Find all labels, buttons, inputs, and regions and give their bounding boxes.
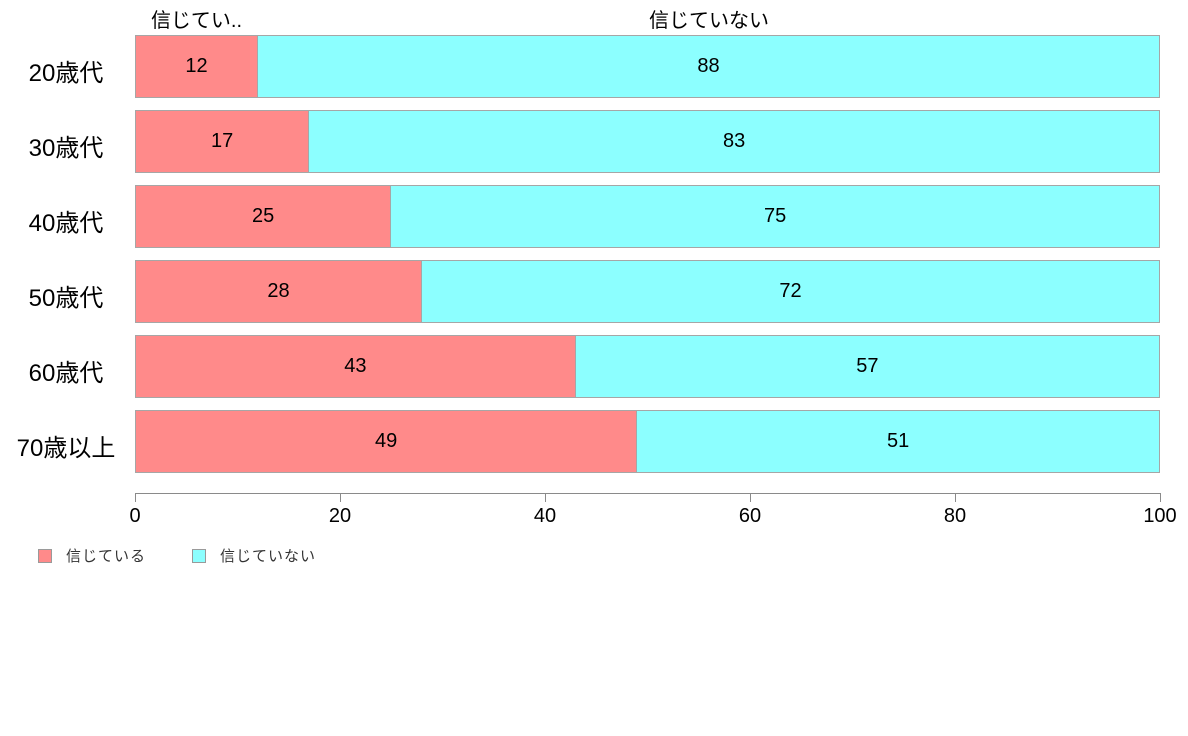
x-axis-tick: [545, 493, 546, 502]
x-axis-line: [135, 493, 1161, 494]
bar-value-label: 28: [267, 280, 290, 302]
x-axis-tick-label: 20: [328, 505, 352, 527]
category-label: 60歳代: [28, 359, 104, 387]
x-axis-tick: [1160, 493, 1161, 502]
x-axis-tick-label: 40: [533, 505, 557, 527]
bar-value-label: 49: [375, 430, 398, 452]
bar-value-label: 75: [764, 205, 787, 227]
bar-track: 49 51: [135, 410, 1160, 473]
bar-segment: 88: [258, 35, 1160, 98]
legend-item: 信じていない: [192, 545, 316, 566]
x-axis-tick: [340, 493, 341, 502]
x-axis-tick-label: 0: [129, 505, 141, 527]
bar-segment: 28: [135, 260, 422, 323]
x-axis-tick-label: 80: [943, 505, 967, 527]
legend-label: 信じていない: [220, 548, 317, 565]
bar-row: 30歳代 17 83: [0, 110, 1188, 173]
bar-segment: 17: [135, 110, 310, 173]
bar-segment: 43: [135, 335, 576, 398]
bar-value-label: 57: [856, 355, 879, 377]
bar-row: 50歳代 28 72: [0, 260, 1188, 323]
x-axis-tick: [955, 493, 956, 502]
bar-value-label: 25: [252, 205, 275, 227]
bar-segment: 72: [422, 260, 1160, 323]
bar-value-label: 83: [723, 130, 746, 152]
category-label: 30歳代: [28, 134, 104, 162]
bar-segment: 12: [135, 35, 258, 98]
bar-segment: 57: [575, 335, 1160, 398]
bar-row: 60歳代 43 57: [0, 335, 1188, 398]
bar-value-label: 72: [779, 280, 802, 302]
x-axis-tick-label: 100: [1143, 505, 1177, 527]
x-axis-tick: [135, 493, 136, 502]
bar-segment: 51: [637, 410, 1160, 473]
bar-row: 20歳代 12 88: [0, 35, 1188, 98]
column-header: 信じていない: [649, 10, 769, 32]
bar-track: 43 57: [135, 335, 1160, 398]
x-axis-tick-label: 60: [738, 505, 762, 527]
legend-label: 信じている: [66, 548, 147, 565]
bar-segment: 75: [391, 185, 1160, 248]
category-label: 70歳以上: [16, 434, 116, 462]
x-axis-tick: [750, 493, 751, 502]
bar-track: 17 83: [135, 110, 1160, 173]
legend-swatch-icon: [38, 548, 52, 563]
bar-value-label: 43: [344, 355, 367, 377]
legend-swatch-icon: [192, 548, 207, 563]
bar-value-label: 12: [185, 55, 208, 77]
bar-value-label: 17: [211, 130, 234, 152]
bar-row: 40歳代 25 75: [0, 185, 1188, 248]
bar-row: 70歳以上 49 51: [0, 410, 1188, 473]
category-label: 50歳代: [28, 284, 104, 312]
category-label: 40歳代: [28, 209, 104, 237]
column-header: 信じてい..: [150, 10, 243, 32]
bar-track: 28 72: [135, 260, 1160, 323]
bar-track: 12 88: [135, 35, 1160, 98]
legend: 信じている 信じていない: [38, 545, 316, 566]
bar-segment: 49: [135, 410, 638, 473]
bar-segment: 83: [309, 110, 1160, 173]
bar-track: 25 75: [135, 185, 1160, 248]
category-label: 20歳代: [28, 59, 104, 87]
legend-item: 信じている: [38, 545, 146, 566]
bar-value-label: 88: [697, 55, 720, 77]
bar-value-label: 51: [887, 430, 910, 452]
bar-segment: 25: [135, 185, 392, 248]
